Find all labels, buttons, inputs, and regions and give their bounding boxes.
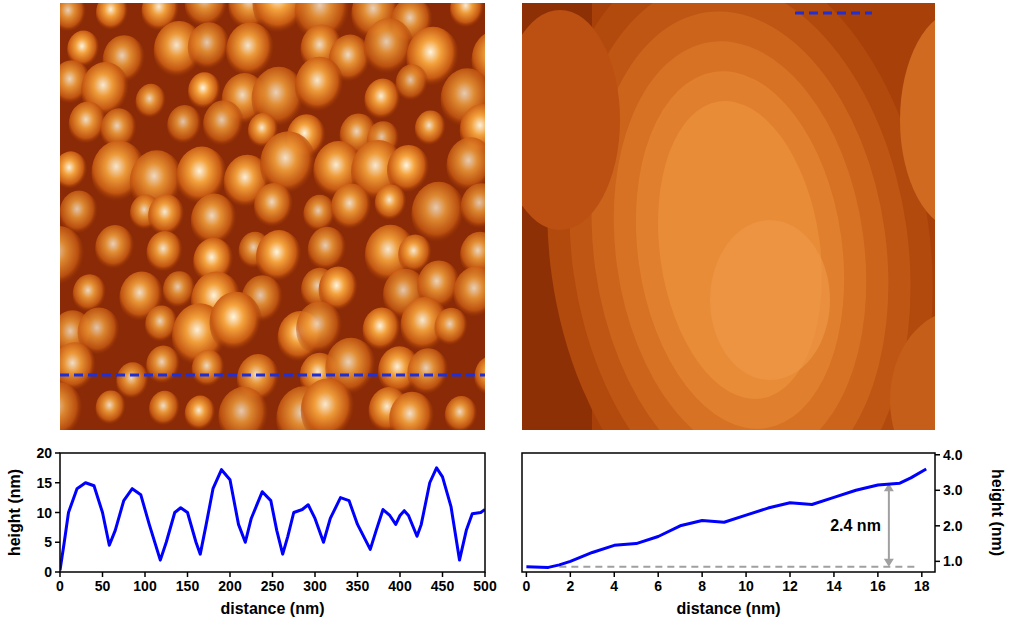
- x-axis-title: distance (nm): [676, 600, 780, 617]
- figure: 05010015020025030035040045050005101520di…: [0, 0, 1010, 628]
- x-tick-label: 400: [388, 578, 412, 594]
- x-tick-label: 2: [566, 578, 574, 594]
- x-tick-label: 4: [610, 578, 618, 594]
- y-axis-title: height (nm): [989, 469, 1006, 556]
- afm-image-left: [60, 3, 485, 430]
- x-tick-label: 12: [782, 578, 798, 594]
- y-tick-label: 0: [44, 564, 52, 580]
- afm-image-right: [522, 3, 935, 430]
- x-tick-label: 250: [261, 578, 285, 594]
- plot-area: [60, 468, 485, 570]
- profile-line-marker: [795, 12, 872, 15]
- y-tick-label: 5: [44, 534, 52, 550]
- x-tick-label: 8: [698, 578, 706, 594]
- y-tick-label: 3.0: [943, 482, 963, 498]
- x-tick-label: 10: [738, 578, 754, 594]
- plot-frame: [60, 453, 485, 572]
- annotation: 2.4 nm: [830, 517, 881, 534]
- x-tick-label: 0: [56, 578, 64, 594]
- x-axis-title: distance (nm): [220, 600, 324, 617]
- y-tick-label: 20: [36, 445, 52, 461]
- y-tick-label: 15: [36, 475, 52, 491]
- x-tick-label: 14: [826, 578, 842, 594]
- arrow-head: [884, 559, 894, 567]
- profile-line: [60, 468, 485, 570]
- x-tick-label: 450: [431, 578, 455, 594]
- profile-line-marker: [60, 374, 485, 377]
- chart: 0 2 4 6 8 10 12 14 16 18 1.0 2.0 3.0 4.0 2.4 nm distanc…: [522, 447, 1006, 617]
- x-tick-label: 100: [133, 578, 157, 594]
- plot-area: [526, 469, 926, 567]
- y-tick-label: 2.0: [943, 518, 963, 534]
- chart: 0 50 100 150 200 250 300 350 400 450 500 0 5 10 15 20 di…: [6, 445, 497, 617]
- x-tick-label: 6: [654, 578, 662, 594]
- plot-frame: [522, 453, 935, 572]
- arrow: [888, 489, 890, 560]
- reference-line: [559, 566, 915, 568]
- x-tick-label: 500: [473, 578, 497, 594]
- x-tick-label: 0: [522, 578, 530, 594]
- x-tick-label: 200: [218, 578, 242, 594]
- x-tick-label: 18: [914, 578, 930, 594]
- y-tick-label: 10: [36, 505, 52, 521]
- x-tick-label: 50: [95, 578, 111, 594]
- x-tick-label: 150: [176, 578, 200, 594]
- x-tick-label: 350: [346, 578, 370, 594]
- profile-line: [526, 469, 926, 567]
- y-tick-label: 4.0: [943, 447, 963, 463]
- x-tick-label: 16: [870, 578, 886, 594]
- x-tick-label: 300: [303, 578, 327, 594]
- y-axis-title: height (nm): [6, 469, 23, 556]
- y-tick-label: 1.0: [943, 553, 963, 569]
